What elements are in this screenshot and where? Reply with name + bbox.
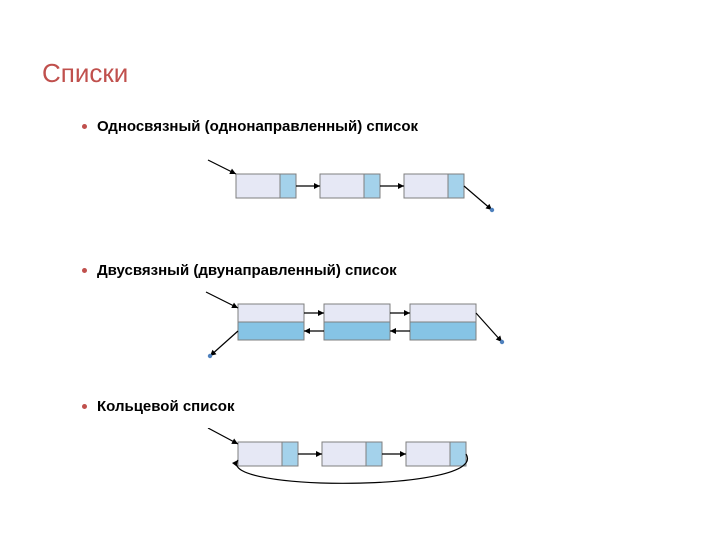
bullet-label: Кольцевой список (97, 398, 234, 415)
bullet-label: Двусвязный (двунаправленный) список (97, 262, 397, 279)
bullet-label: Односвязный (однонаправленный) список (97, 118, 418, 135)
bullet-dot-icon (82, 124, 87, 129)
bullet-singly: Односвязный (однонаправленный) список (82, 118, 418, 135)
page-title: Списки (42, 58, 128, 89)
top-band (0, 0, 720, 42)
bullet-dot-icon (82, 268, 87, 273)
circular-linked-list-diagram (190, 428, 510, 518)
doubly-linked-list-diagram (190, 290, 510, 376)
bullet-dot-icon (82, 404, 87, 409)
bullet-doubly: Двусвязный (двунаправленный) список (82, 262, 397, 279)
bullet-circular: Кольцевой список (82, 398, 234, 415)
singly-linked-list-diagram (200, 156, 500, 226)
